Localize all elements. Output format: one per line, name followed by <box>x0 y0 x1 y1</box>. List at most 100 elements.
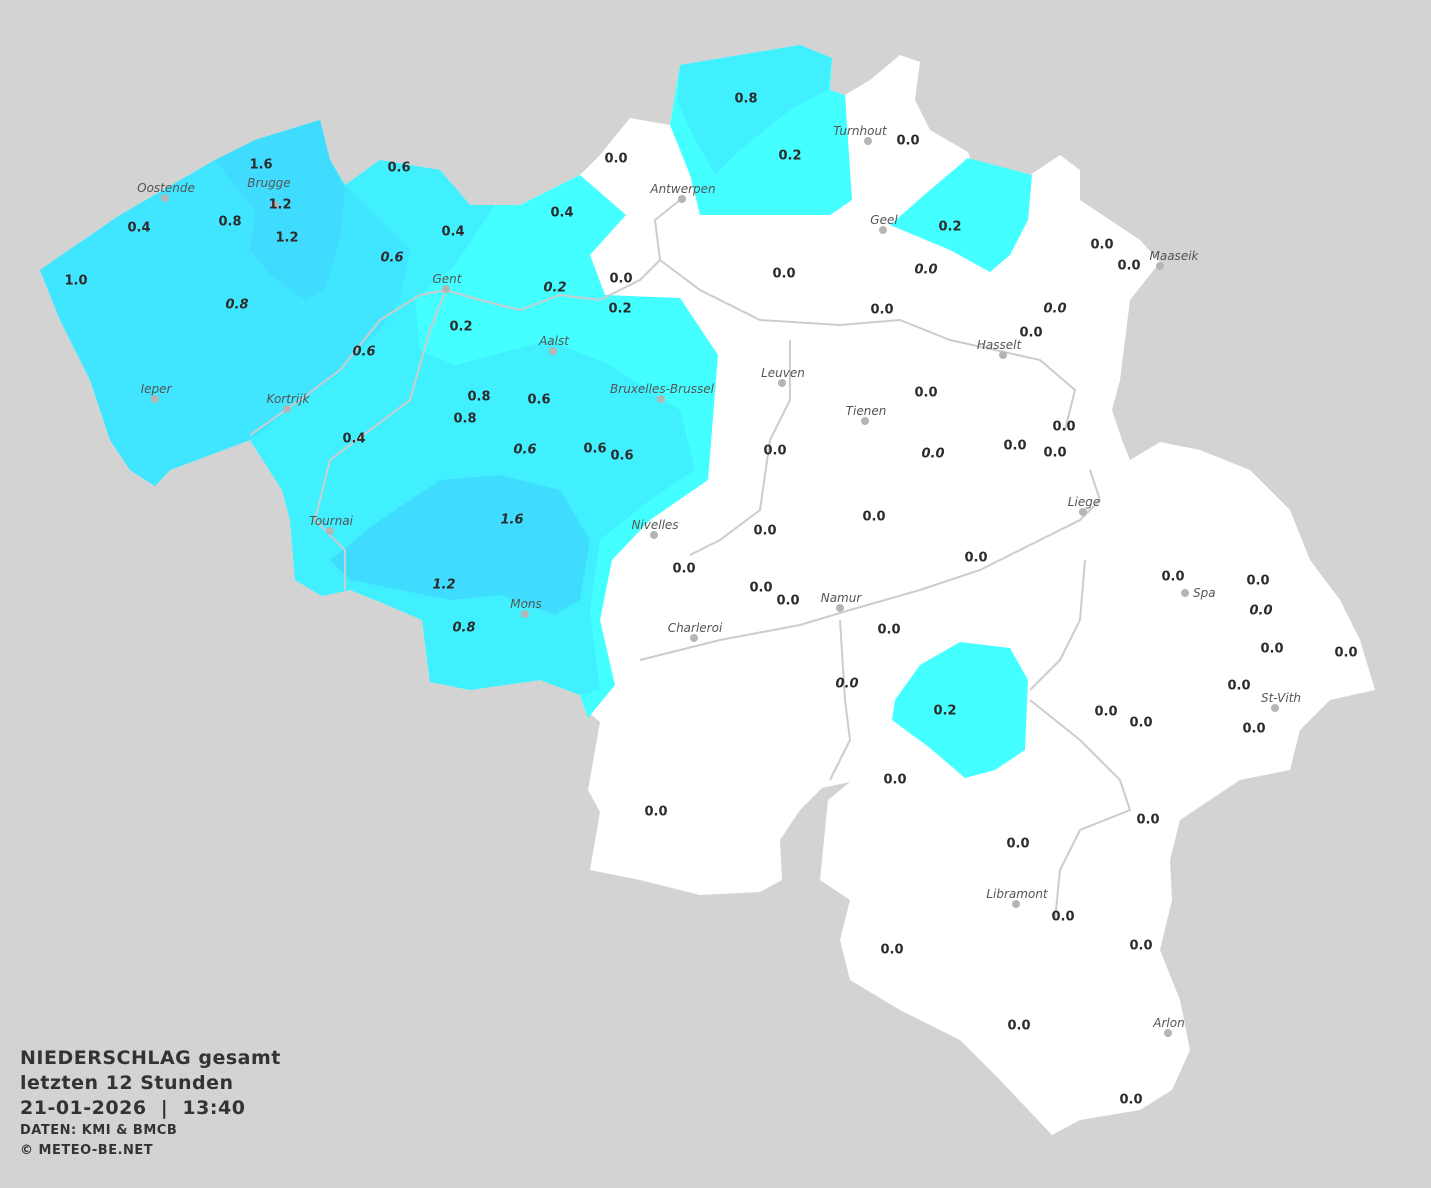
city-kortrijk: Kortrijk <box>267 392 311 413</box>
precip-value: 0.0 <box>1260 642 1283 657</box>
precip-value: 0.0 <box>1246 574 1269 589</box>
precip-value: 0.0 <box>870 303 893 318</box>
city-dot <box>151 395 159 403</box>
precip-value: 0.8 <box>453 412 476 427</box>
precip-value: 0.2 <box>608 302 631 317</box>
river-line <box>829 619 852 781</box>
city-brugge: Brugge <box>247 176 291 209</box>
city-libramont: Libramont <box>986 887 1049 908</box>
precip-value: 0.2 <box>543 281 566 296</box>
precip-value: 0.0 <box>772 267 795 282</box>
precip-value: 0.0 <box>1249 604 1272 619</box>
city-dot <box>271 201 279 209</box>
zone-0-2-ardennes <box>892 642 1028 778</box>
precip-value: 0.6 <box>387 161 410 176</box>
precip-value: 0.2 <box>778 149 801 164</box>
river-line <box>313 289 447 590</box>
legend-datetime: 21-01-2026 | 13:40 <box>20 1097 246 1119</box>
precip-value: 0.6 <box>513 443 536 458</box>
city-dot <box>283 405 291 413</box>
precip-value: 0.0 <box>896 134 919 149</box>
city-label: St-Vith <box>1261 691 1301 705</box>
city-label: Bruxelles-Brussel <box>610 382 715 396</box>
city-label: Spa <box>1193 586 1216 600</box>
city-dot <box>1012 900 1020 908</box>
precip-value: 0.0 <box>1043 446 1066 461</box>
precip-value: 0.8 <box>452 621 475 636</box>
rivers <box>249 199 1132 921</box>
city-dot <box>864 137 872 145</box>
precip-value: 0.0 <box>644 805 667 820</box>
legend-source: DATEN: KMI & BMCB <box>20 1123 178 1138</box>
city-label: Mons <box>510 597 542 611</box>
city-dot <box>1164 1029 1172 1037</box>
precip-value: 0.0 <box>1094 705 1117 720</box>
city-dot <box>657 395 665 403</box>
city-mons: Mons <box>510 597 542 618</box>
city-arlon: Arlon <box>1152 1016 1185 1037</box>
city-label: Charleroi <box>668 621 723 635</box>
precip-value: 0.0 <box>1051 910 1074 925</box>
precip-value: 0.0 <box>753 524 776 539</box>
precip-value: 0.6 <box>352 345 375 360</box>
precip-value: 0.0 <box>776 594 799 609</box>
precipitation-zones <box>40 45 1032 778</box>
precip-value: 0.0 <box>749 581 772 596</box>
precip-value: 0.0 <box>1129 716 1152 731</box>
precip-value: 0.0 <box>1117 259 1140 274</box>
precip-value: 0.0 <box>862 510 885 525</box>
river-line <box>1029 559 1086 691</box>
precip-value: 0.0 <box>1227 679 1250 694</box>
precip-value: 0.0 <box>883 773 906 788</box>
cities: Oostende Brugge Gent Antwerpen Turnhout Geel M… <box>137 124 1301 1037</box>
map-legend: NIEDERSCHLAG gesamt letzten 12 Stunden 2… <box>20 1046 281 1161</box>
precip-value: 0.0 <box>609 272 632 287</box>
city-dot <box>161 194 169 202</box>
city-bruxelles-brussel: Bruxelles-Brussel <box>610 382 715 403</box>
zone-1-2-1-6-brugge <box>215 120 345 300</box>
city-nivelles: Nivelles <box>631 518 679 539</box>
precip-value: 0.0 <box>672 562 695 577</box>
precip-value: 0.0 <box>835 677 858 692</box>
precip-value: 0.0 <box>914 263 937 278</box>
city-dot <box>1079 508 1087 516</box>
city-dot <box>690 634 698 642</box>
city-label: Hasselt <box>977 338 1023 352</box>
city-dot <box>879 226 887 234</box>
precip-value: 0.8 <box>467 390 490 405</box>
river-line <box>639 469 1102 661</box>
city-dot <box>549 347 557 355</box>
legend-title: NIEDERSCHLAG gesamt <box>20 1047 281 1069</box>
city-leuven: Leuven <box>761 366 805 387</box>
city-label: Gent <box>433 272 463 286</box>
precip-value: 0.0 <box>604 152 627 167</box>
precip-value: 0.8 <box>734 92 757 107</box>
precip-value: 0.0 <box>1019 326 1042 341</box>
legend-period: letzten 12 Stunden <box>20 1072 234 1094</box>
city-gent: Gent <box>433 272 463 293</box>
city-turnhout: Turnhout <box>833 124 888 145</box>
precip-value: 0.0 <box>880 943 903 958</box>
city-dot <box>861 417 869 425</box>
city-antwerpen: Antwerpen <box>649 182 716 203</box>
precip-value: 0.0 <box>1090 238 1113 253</box>
city-hasselt: Hasselt <box>977 338 1023 359</box>
river-line <box>1029 699 1132 921</box>
precip-value: 0.0 <box>914 386 937 401</box>
city-label: Ieper <box>141 382 173 396</box>
precip-value: 0.4 <box>342 432 365 447</box>
precip-value: 0.0 <box>1043 302 1066 317</box>
precip-value: 0.0 <box>1003 439 1026 454</box>
city-label: Tournai <box>309 514 354 528</box>
city-st-vith: St-Vith <box>1261 691 1301 712</box>
precip-value: 0.0 <box>1006 837 1029 852</box>
city-dot <box>999 351 1007 359</box>
precip-value: 0.6 <box>380 251 403 266</box>
city-label: Maaseik <box>1150 249 1200 263</box>
zone-0-4-north <box>678 45 832 175</box>
precip-value: 0.0 <box>1161 570 1184 585</box>
precip-value: 1.2 <box>275 231 298 246</box>
precip-value: 0.0 <box>1119 1093 1142 1108</box>
river-line <box>689 340 791 556</box>
